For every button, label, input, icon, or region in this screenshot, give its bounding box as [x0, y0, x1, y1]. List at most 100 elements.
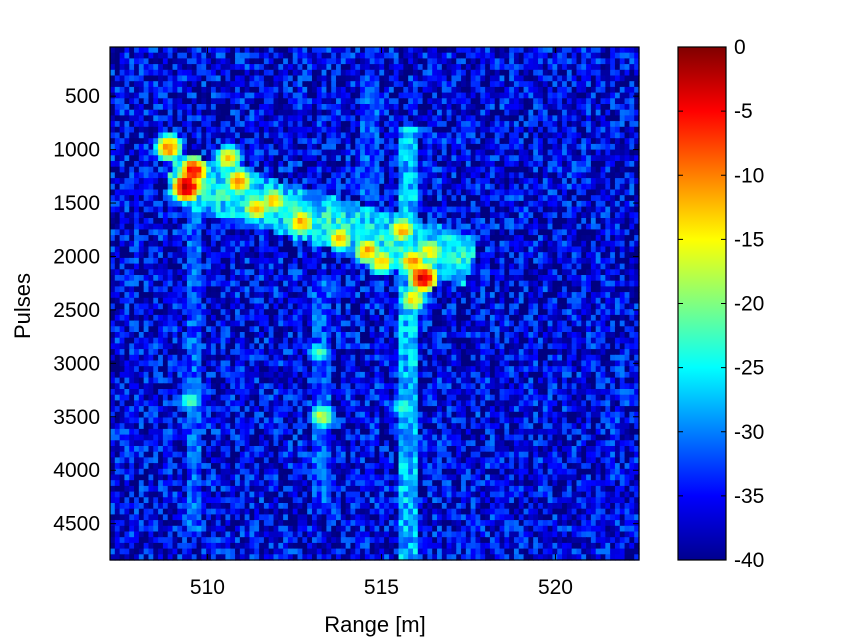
heatmap-cell: [292, 115, 299, 122]
heatmap-cell: [600, 132, 606, 139]
heatmap-cell: [244, 195, 251, 202]
heatmap-cell: [600, 257, 606, 265]
heatmap-cell: [297, 269, 303, 276]
heatmap-cell: [614, 195, 621, 202]
heatmap-cell: [177, 252, 183, 259]
heatmap-cell: [268, 246, 275, 253]
heatmap-cell: [297, 257, 303, 265]
heatmap-cell: [283, 275, 289, 282]
heatmap-cell: [461, 166, 467, 173]
heatmap-cell: [562, 121, 568, 128]
heatmap-cell: [350, 246, 356, 253]
heatmap-cell: [571, 263, 578, 270]
heatmap-cell: [196, 200, 202, 208]
heatmap-cell: [110, 252, 116, 259]
heatmap-cell: [225, 246, 231, 253]
heatmap-cell: [364, 81, 371, 88]
heatmap-cell: [461, 235, 467, 242]
heatmap-cell: [523, 81, 529, 88]
heatmap-cell: [456, 240, 462, 248]
heatmap-cell: [158, 229, 164, 236]
heatmap-cell: [576, 64, 582, 71]
heatmap-cell: [225, 189, 231, 196]
heatmap-cell: [475, 240, 481, 248]
heatmap-cell: [480, 98, 486, 105]
heatmap-cell: [273, 189, 279, 196]
heatmap-cell: [557, 212, 563, 219]
heatmap-cell: [619, 92, 626, 99]
heatmap-cell: [182, 229, 188, 236]
heatmap-cell: [566, 98, 573, 105]
heatmap-cell: [489, 200, 496, 208]
heatmap-cell: [451, 86, 457, 94]
heatmap-cell: [634, 81, 640, 88]
heatmap-cell: [374, 246, 380, 253]
heatmap-cell: [576, 280, 582, 287]
heatmap-cell: [470, 126, 477, 134]
heatmap-cell: [302, 104, 308, 111]
heatmap-cell: [177, 47, 183, 54]
heatmap-cell: [254, 229, 260, 236]
heatmap-cell: [172, 104, 178, 111]
heatmap-cell: [417, 275, 424, 282]
heatmap-cell: [364, 183, 371, 191]
heatmap-cell: [586, 257, 592, 265]
heatmap-cell: [244, 104, 251, 111]
heatmap-cell: [278, 235, 284, 242]
heatmap-cell: [557, 149, 563, 156]
heatmap-cell: [427, 206, 433, 213]
heatmap-cell: [504, 229, 510, 236]
heatmap-cell: [124, 161, 130, 168]
heatmap-cell: [566, 263, 573, 270]
heatmap-cell: [326, 98, 332, 105]
heatmap-cell: [605, 132, 611, 139]
heatmap-cell: [364, 263, 371, 270]
heatmap-cell: [345, 138, 352, 145]
heatmap-cell: [239, 161, 246, 168]
heatmap-cell: [562, 115, 568, 122]
heatmap-cell: [196, 86, 202, 94]
heatmap-cell: [196, 183, 202, 191]
heatmap-cell: [210, 172, 217, 179]
heatmap-cell: [336, 155, 342, 162]
heatmap-cell: [542, 252, 549, 259]
heatmap-cell: [528, 292, 534, 299]
heatmap-cell: [191, 104, 198, 111]
heatmap-cell: [206, 218, 212, 225]
heatmap-cell: [235, 246, 241, 253]
heatmap-cell: [614, 286, 621, 293]
heatmap-cell: [259, 109, 265, 116]
heatmap-cell: [538, 69, 544, 77]
heatmap-cell: [523, 212, 529, 219]
heatmap-cell: [302, 263, 308, 270]
heatmap-cell: [422, 121, 428, 128]
heatmap-cell: [513, 195, 520, 202]
heatmap-cell: [345, 229, 352, 236]
heatmap-cell: [201, 75, 207, 82]
heatmap-cell: [177, 297, 183, 305]
heatmap-cell: [364, 149, 371, 156]
heatmap-cell: [547, 143, 554, 151]
heatmap-cell: [326, 69, 332, 77]
heatmap-cell: [634, 275, 640, 282]
heatmap-cell: [595, 172, 602, 179]
heatmap-cell: [499, 104, 505, 111]
heatmap-cell: [119, 269, 126, 276]
heatmap-cell: [475, 81, 481, 88]
heatmap-cell: [254, 75, 260, 82]
heatmap-cell: [485, 155, 491, 162]
heatmap-cell: [134, 52, 140, 59]
heatmap-cell: [513, 172, 520, 179]
heatmap-cell: [461, 172, 467, 179]
heatmap-cell: [134, 257, 140, 265]
heatmap-cell: [629, 240, 635, 248]
heatmap-cell: [542, 52, 549, 59]
heatmap-cell: [557, 166, 563, 173]
heatmap-cell: [254, 263, 260, 270]
heatmap-cell: [230, 246, 236, 253]
heatmap-cell: [513, 246, 520, 253]
heatmap-cell: [451, 178, 457, 185]
heatmap-cell: [110, 280, 116, 287]
heatmap-cell: [249, 161, 255, 168]
heatmap-cell: [307, 223, 313, 230]
